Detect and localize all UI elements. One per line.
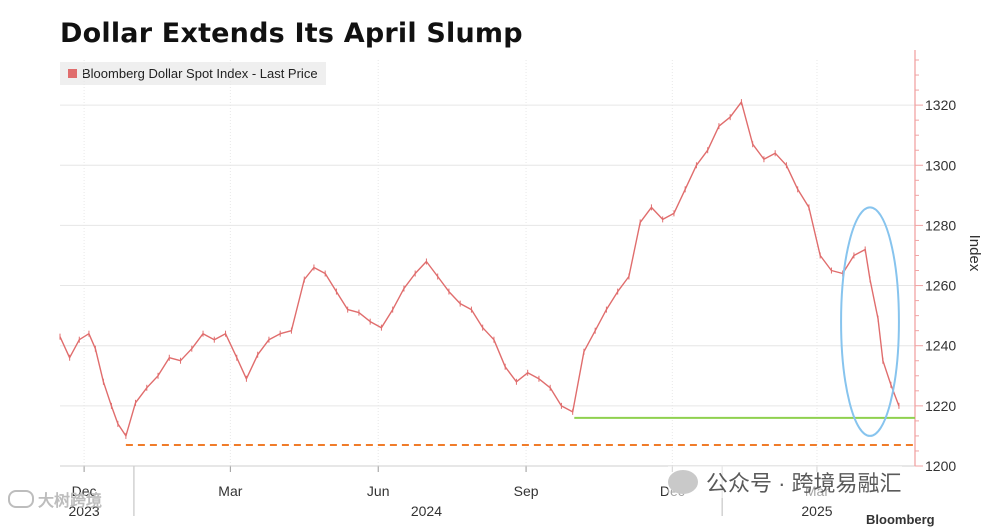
- x-tick-label: Sep: [514, 483, 539, 499]
- y-tick-label: 1200: [925, 458, 956, 474]
- legend: Bloomberg Dollar Spot Index - Last Price: [60, 62, 326, 85]
- y-tick-label: 1320: [925, 97, 956, 113]
- y-axis-label: Index: [966, 235, 983, 272]
- watermark-right: 公众号 · 跨境易融汇: [668, 466, 902, 498]
- y-tick-label: 1260: [925, 278, 956, 294]
- x-tick-label: Jun: [367, 483, 390, 499]
- x-year-label: 2024: [411, 503, 442, 519]
- legend-label: Bloomberg Dollar Spot Index - Last Price: [82, 66, 318, 81]
- x-tick-label: Dec: [72, 483, 97, 499]
- highlight-ellipse: [840, 206, 900, 437]
- watermark-left: 大树跨境: [8, 487, 102, 511]
- x-tick-label: Mar: [218, 483, 242, 499]
- watermark-right-text: 公众号 · 跨境易融汇: [706, 471, 902, 496]
- chart-title: Dollar Extends Its April Slump: [60, 18, 523, 49]
- watermark-logo-icon: [8, 490, 34, 508]
- y-tick-label: 1280: [925, 217, 956, 233]
- x-year-label: 2023: [69, 503, 100, 519]
- y-tick-label: 1300: [925, 157, 956, 173]
- source-label: Bloomberg: [866, 512, 935, 527]
- series-line: [59, 101, 900, 437]
- wechat-icon: [668, 470, 698, 494]
- watermark-left-text: 大树跨境: [38, 493, 103, 510]
- y-tick-label: 1220: [925, 398, 956, 414]
- x-year-label: 2025: [801, 503, 832, 519]
- legend-swatch: [68, 69, 77, 78]
- y-tick-label: 1240: [925, 338, 956, 354]
